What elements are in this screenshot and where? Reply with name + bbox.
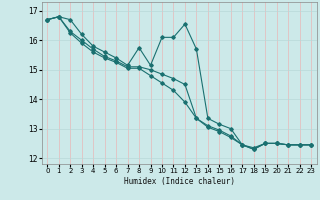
X-axis label: Humidex (Indice chaleur): Humidex (Indice chaleur) <box>124 177 235 186</box>
